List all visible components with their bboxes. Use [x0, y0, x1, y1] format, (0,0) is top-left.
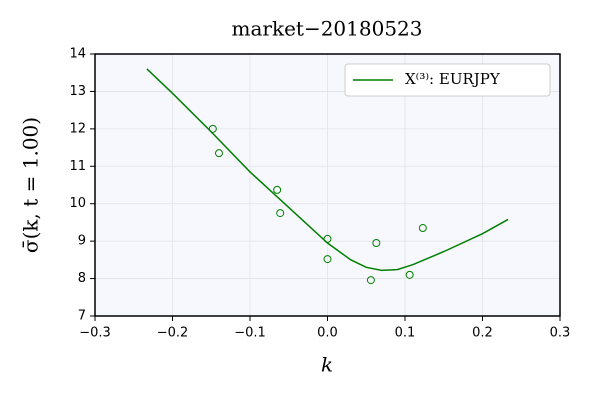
- x-tick-label: 0.2: [472, 326, 493, 341]
- y-tick-label: 10: [69, 196, 86, 211]
- x-tick-label: −0.2: [157, 326, 189, 341]
- x-tick-label: −0.3: [79, 326, 111, 341]
- point: [323, 255, 332, 264]
- point: [372, 239, 381, 248]
- y-tick-label: 11: [69, 159, 86, 174]
- y-tick-label: 9: [78, 234, 86, 249]
- legend-label: X⁽³⁾: EURJPY: [405, 70, 501, 88]
- axes-frame: [94, 53, 561, 317]
- chart-title: market−20180523: [232, 17, 423, 41]
- point: [405, 270, 414, 279]
- point: [273, 185, 282, 194]
- y-tick-label: 13: [69, 84, 86, 99]
- x-tick-label: 0.3: [550, 326, 571, 341]
- point: [208, 124, 217, 133]
- point: [215, 149, 223, 158]
- x-axis-label: k: [321, 353, 333, 377]
- y-tick-label: 8: [78, 271, 86, 286]
- x-tick-label: 0.0: [317, 326, 338, 341]
- point: [366, 276, 375, 285]
- line: [146, 68, 509, 272]
- x-tick-label: −0.1: [234, 326, 266, 341]
- point: [323, 234, 332, 243]
- y-tick-label: 7: [78, 309, 86, 324]
- x-tick-label: 0.1: [395, 326, 416, 341]
- legend-box: [344, 63, 551, 97]
- point: [276, 209, 285, 218]
- y-tick-label: 12: [69, 121, 86, 136]
- y-axis-label: σ̄(k, t = 1.00): [19, 117, 43, 253]
- y-tick-label: 14: [69, 47, 86, 62]
- point: [418, 224, 427, 233]
